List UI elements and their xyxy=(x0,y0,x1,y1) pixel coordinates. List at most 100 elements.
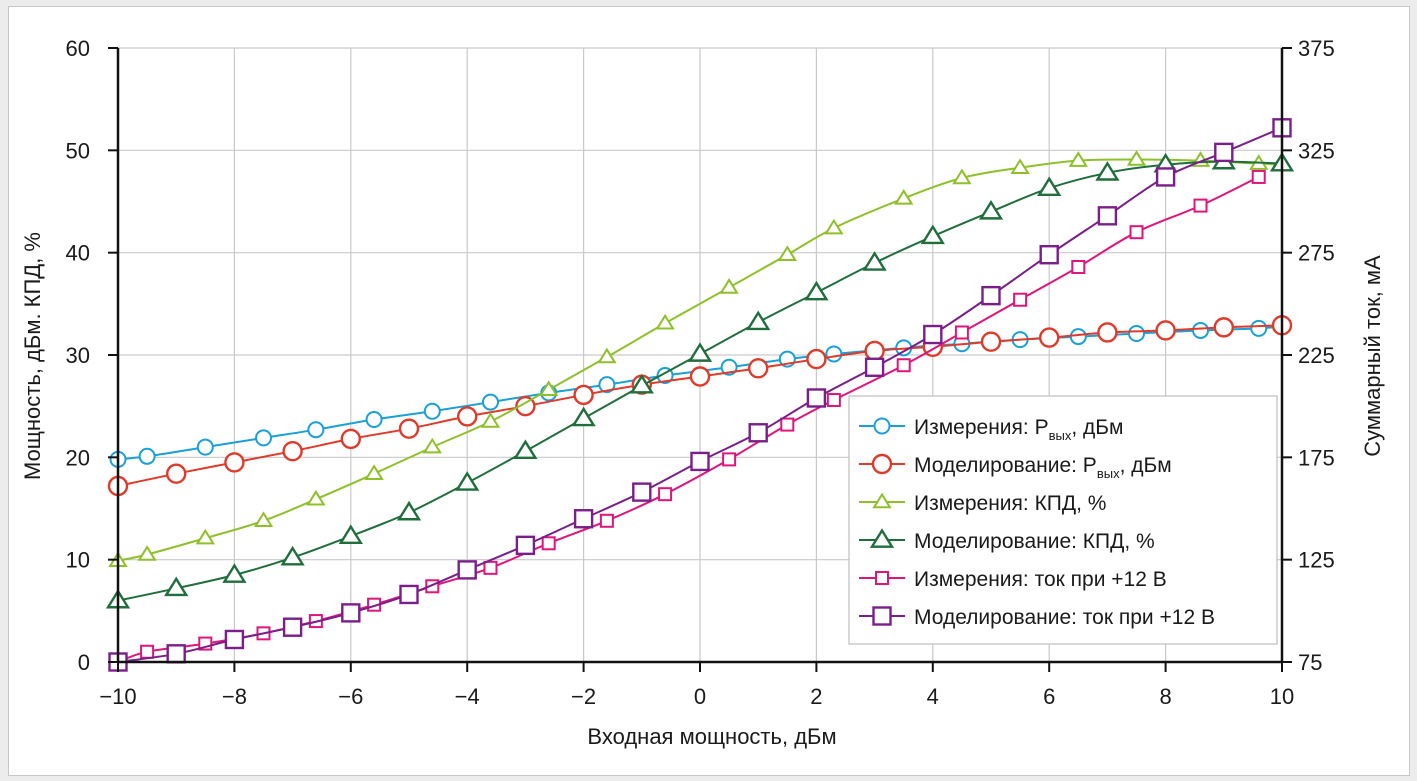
data-point xyxy=(804,280,829,301)
data-point xyxy=(826,393,841,408)
data-point xyxy=(1155,167,1176,187)
axes xyxy=(108,47,1292,672)
series-6 xyxy=(108,118,1292,672)
data-point xyxy=(894,189,914,205)
data-point xyxy=(655,313,675,330)
data-point xyxy=(396,500,422,521)
data-point xyxy=(398,418,420,439)
data-point xyxy=(1097,206,1118,226)
data-point xyxy=(573,384,594,406)
data-point xyxy=(780,417,795,432)
legend-item-6: Моделирование: ток при +12 В xyxy=(859,606,1215,629)
x-tick-label: 8 xyxy=(1159,684,1171,709)
data-point xyxy=(825,345,843,363)
data-point xyxy=(282,440,303,462)
data-point xyxy=(1068,151,1088,167)
data-point xyxy=(981,285,1001,306)
series-2 xyxy=(107,315,1293,497)
data-point xyxy=(1250,319,1268,337)
data-point xyxy=(457,406,478,427)
data-point xyxy=(1193,198,1208,213)
data-point xyxy=(923,324,943,345)
data-point xyxy=(896,358,911,373)
legend-label: Измерения: КПД, % xyxy=(914,492,1106,515)
data-point xyxy=(598,376,616,394)
data-point xyxy=(806,348,827,370)
data-point xyxy=(455,471,480,491)
legend-item-2: Моделирование: Pвых, дБм xyxy=(859,453,1172,481)
data-point xyxy=(222,563,247,583)
y-right-tick-label: 125 xyxy=(1298,548,1335,573)
y-left-tick-label: 10 xyxy=(66,548,90,573)
data-point xyxy=(954,325,969,340)
series-4 xyxy=(105,149,1295,609)
y-right-tick-label: 75 xyxy=(1298,650,1322,675)
data-point xyxy=(864,340,885,362)
data-point xyxy=(1213,317,1235,338)
data-point xyxy=(340,428,361,450)
y-left-tick-label: 20 xyxy=(66,445,90,470)
data-point xyxy=(196,438,214,456)
data-point xyxy=(824,218,844,235)
data-point xyxy=(481,393,499,411)
x-axis-label: Входная мощность, дБм xyxy=(587,724,836,749)
data-point xyxy=(483,560,498,575)
y-left-tick-label: 30 xyxy=(66,343,90,368)
legend-label: Моделирование: Pвых, дБм xyxy=(914,454,1172,481)
y-left-tick-label: 0 xyxy=(78,650,90,675)
data-point xyxy=(515,535,536,556)
data-point xyxy=(1069,328,1087,346)
data-point xyxy=(920,224,945,245)
data-point xyxy=(1155,320,1176,341)
data-point xyxy=(307,421,325,439)
data-point xyxy=(777,245,797,261)
data-point xyxy=(573,509,594,529)
data-point xyxy=(632,482,652,502)
data-point xyxy=(1037,176,1062,197)
legend-swatch-marker xyxy=(875,571,889,585)
legend-item-3: Измерения: КПД, % xyxy=(859,492,1106,515)
tick-labels: −10 −8 −6 −4 −2 0 2 4 6 8 10 0 10 20 30 40 50 60 75 125 175 2… xyxy=(66,36,1335,709)
legend-item-1: Измерения: Pвых, дБм xyxy=(859,416,1123,443)
data-point xyxy=(1251,169,1266,184)
x-tick-label: −6 xyxy=(338,684,363,709)
legend-swatch-marker xyxy=(873,417,891,435)
data-point xyxy=(597,347,617,364)
legend-item-5: Измерения: ток при +12 В xyxy=(859,568,1167,591)
data-point xyxy=(690,451,710,472)
y-right-tick-label: 325 xyxy=(1298,138,1335,163)
y-right-tick-label: 375 xyxy=(1298,36,1335,61)
data-point xyxy=(422,437,442,454)
data-point xyxy=(224,452,245,473)
legend: Измерения: Pвых, дБм Моделирование: Pвых,… xyxy=(848,395,1278,645)
data-point xyxy=(746,310,771,331)
data-point xyxy=(980,331,1002,352)
data-point xyxy=(658,487,673,502)
data-point xyxy=(571,406,596,427)
data-point xyxy=(952,168,972,185)
data-point xyxy=(280,545,305,566)
legend-label: Измерения: ток при +12 В xyxy=(914,568,1167,591)
y-left-tick-label: 50 xyxy=(66,138,90,163)
data-point xyxy=(166,644,186,664)
legend-swatch-marker xyxy=(871,453,893,475)
data-point xyxy=(629,373,654,394)
data-point xyxy=(253,511,274,528)
data-point xyxy=(515,395,536,417)
legend-item-4: Моделирование: КПД, % xyxy=(859,528,1155,553)
data-point xyxy=(1097,322,1118,343)
data-point xyxy=(165,463,187,484)
data-point xyxy=(599,513,614,528)
data-point xyxy=(748,423,768,443)
data-point xyxy=(748,358,769,379)
data-point xyxy=(164,576,189,597)
data-point xyxy=(864,357,885,377)
y-right-tick-label: 275 xyxy=(1298,241,1335,266)
data-point xyxy=(306,489,326,506)
data-point xyxy=(1095,161,1120,181)
series-layer xyxy=(105,118,1295,672)
data-point xyxy=(365,410,383,428)
x-tick-label: 10 xyxy=(1270,684,1294,709)
legend-swatch-marker xyxy=(872,492,892,509)
x-tick-label: −10 xyxy=(99,684,136,709)
